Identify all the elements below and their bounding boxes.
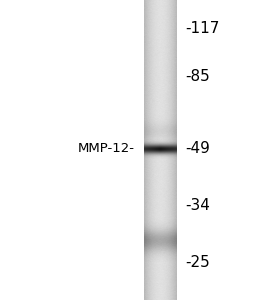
Text: -117: -117 xyxy=(185,21,219,36)
Text: -34: -34 xyxy=(185,198,210,213)
Text: MMP-12-: MMP-12- xyxy=(78,142,135,155)
Text: -49: -49 xyxy=(185,141,210,156)
Text: -25: -25 xyxy=(185,255,210,270)
Text: -85: -85 xyxy=(185,69,210,84)
